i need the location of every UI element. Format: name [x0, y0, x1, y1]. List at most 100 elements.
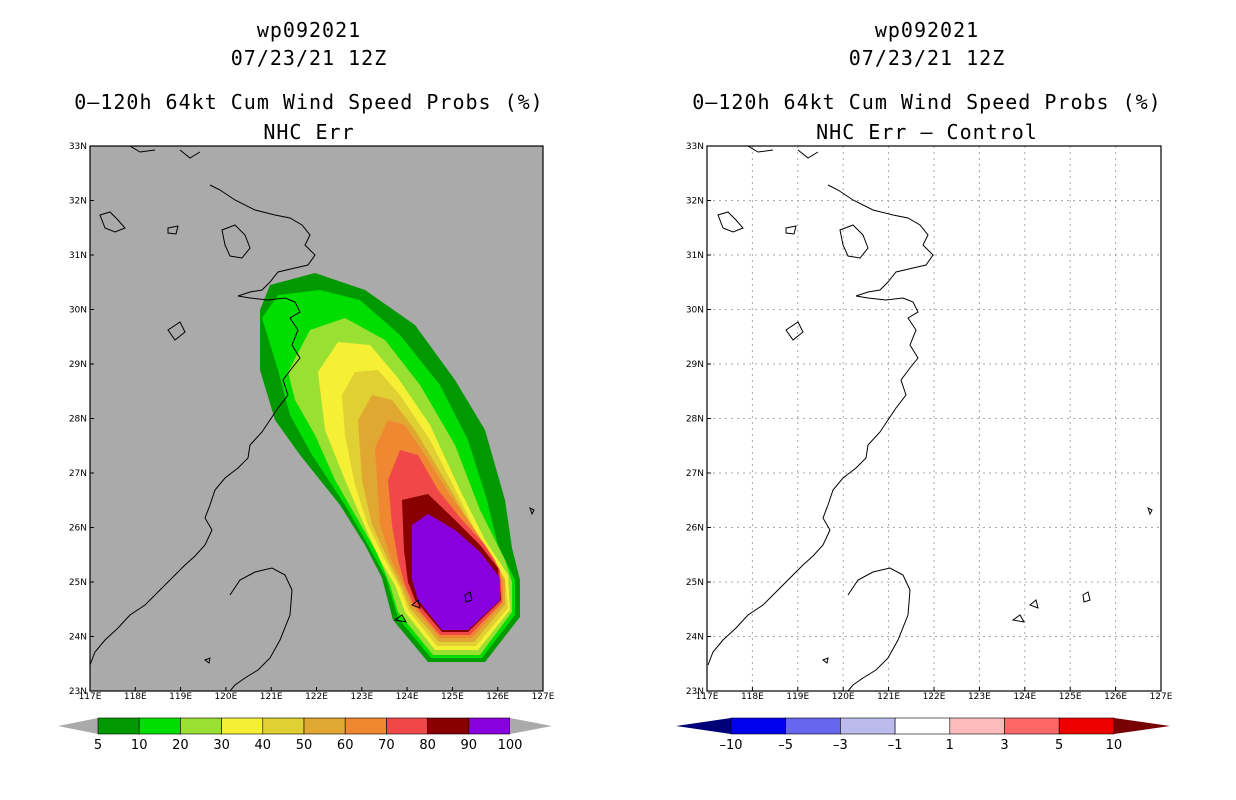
lat-tick-label: 32N [686, 197, 704, 207]
lon-tick-label: 124E [1013, 692, 1036, 702]
left-product-title: 0–120h 64kt Cum Wind Speed Probs (%) [74, 90, 544, 114]
left-storm-id: wp092021 [256, 18, 362, 42]
left-colorbar-label: 90 [461, 738, 478, 753]
lon-tick-label: 125E [1059, 692, 1082, 702]
lat-tick-label: 24N [69, 633, 87, 643]
left-colorbar-swatch [303, 717, 346, 735]
right-colorbar-label: 10 [1106, 738, 1123, 753]
lon-tick-label: 118E [124, 692, 147, 702]
left-colorbar-swatch [138, 717, 181, 735]
lat-tick-label: 32N [69, 197, 87, 207]
lon-tick-label: 123E [350, 692, 373, 702]
right-colorbar-label: 5 [1055, 738, 1063, 753]
lon-tick-label: 126E [1104, 692, 1127, 702]
right-colorbar-label: –5 [778, 738, 793, 753]
lon-tick-label: 120E [214, 692, 237, 702]
left-axis-ticks: 117E 118E 119E 120E 121E 122E 123E 124E 125E 126E… [69, 142, 555, 702]
lon-tick-label: 117E [696, 692, 719, 702]
left-colorbar-swatch [344, 717, 387, 735]
contour-90 [412, 514, 500, 630]
right-colorbar-over-arrow [1114, 718, 1170, 734]
left-colorbar-swatch [468, 717, 511, 735]
lat-tick-label: 27N [69, 469, 87, 479]
lat-tick-label: 26N [69, 524, 87, 534]
left-colorbar-under-arrow [58, 718, 98, 734]
lat-tick-label: 25N [69, 578, 87, 588]
left-colorbar-swatch [427, 717, 470, 735]
right-colorbar-swatch [840, 717, 896, 735]
right-colorbar-swatch [1058, 717, 1115, 735]
right-colorbar-label: –10 [719, 738, 742, 753]
lat-tick-label: 29N [69, 360, 87, 370]
lon-tick-label: 125E [441, 692, 464, 702]
right-colorbar-label: –3 [833, 738, 848, 753]
right-colorbar-swatch [949, 717, 1005, 735]
left-colorbar: 5 10 20 30 40 50 60 70 80 90 100 [58, 717, 552, 753]
right-colorbar-label: 1 [946, 738, 954, 753]
left-colorbar-swatch [221, 717, 264, 735]
lat-tick-label: 23N [686, 687, 704, 697]
right-date: 07/23/21 12Z [848, 46, 1006, 70]
left-colorbar-label: 70 [378, 738, 395, 753]
left-colorbar-swatch [97, 717, 140, 735]
right-colorbar-swatch [894, 717, 951, 735]
right-gridlines [707, 146, 1161, 691]
right-colorbar-swatch [785, 717, 841, 735]
lat-tick-label: 27N [686, 469, 704, 479]
right-colorbar-label: 3 [1000, 738, 1008, 753]
left-colorbar-label: 60 [337, 738, 354, 753]
right-storm-id: wp092021 [874, 18, 980, 42]
lat-tick-label: 33N [686, 142, 704, 152]
left-panel: wp092021 07/23/21 12Z 0–120h 64kt Cum Wi… [58, 18, 555, 753]
lon-tick-label: 122E [305, 692, 328, 702]
lon-tick-label: 127E [1150, 692, 1173, 702]
right-colorbar-under-arrow [676, 718, 731, 734]
left-colorbar-label: 100 [498, 738, 523, 753]
lon-tick-label: 119E [786, 692, 809, 702]
lon-tick-label: 118E [741, 692, 764, 702]
left-colorbar-label: 50 [296, 738, 313, 753]
lon-tick-label: 122E [923, 692, 946, 702]
lon-tick-label: 123E [968, 692, 991, 702]
left-colorbar-label: 30 [213, 738, 230, 753]
lat-tick-label: 26N [686, 524, 704, 534]
lat-tick-label: 28N [686, 415, 704, 425]
left-subtitle: NHC Err [263, 120, 355, 144]
left-colorbar-swatch [262, 717, 305, 735]
lat-tick-label: 24N [686, 633, 704, 643]
left-coastline [90, 146, 535, 691]
right-colorbar-swatch [1004, 717, 1060, 735]
right-product-title: 0–120h 64kt Cum Wind Speed Probs (%) [692, 90, 1162, 114]
right-colorbar-label: –1 [888, 738, 903, 753]
lat-tick-label: 33N [69, 142, 87, 152]
lat-tick-label: 23N [69, 687, 87, 697]
lat-tick-label: 25N [686, 578, 704, 588]
lon-tick-label: 119E [169, 692, 192, 702]
right-map-svg: 117E 118E 119E 120E 121E 122E 123E 124E 125E 126E… [676, 142, 1173, 753]
lon-tick-label: 117E [79, 692, 102, 702]
right-subtitle: NHC Err – Control [816, 120, 1038, 144]
right-colorbar-swatch [730, 717, 787, 735]
lat-tick-label: 30N [686, 306, 704, 316]
right-colorbar: –10 –5 –3 –1 1 3 5 10 [676, 717, 1170, 753]
left-colorbar-swatch [386, 717, 428, 735]
left-colorbar-swatch [180, 717, 222, 735]
lon-tick-label: 127E [532, 692, 555, 702]
lon-tick-label: 121E [260, 692, 283, 702]
lat-tick-label: 28N [69, 415, 87, 425]
lon-tick-label: 120E [832, 692, 855, 702]
left-date: 07/23/21 12Z [230, 46, 388, 70]
right-axis-ticks: 117E 118E 119E 120E 121E 122E 123E 124E 125E 126E… [686, 142, 1173, 702]
left-probability-contours [260, 273, 520, 662]
left-colorbar-label: 10 [131, 738, 148, 753]
right-panel: wp092021 07/23/21 12Z 0–120h 64kt Cum Wi… [618, 0, 1236, 800]
lat-tick-label: 31N [686, 251, 704, 261]
lat-tick-label: 30N [69, 306, 87, 316]
lat-tick-label: 29N [686, 360, 704, 370]
right-coastline [707, 146, 1153, 691]
left-colorbar-label: 40 [255, 738, 272, 753]
left-map-svg: 117E 118E 119E 120E 121E 122E 123E 124E 125E 126E… [58, 142, 555, 753]
left-colorbar-label: 80 [419, 738, 436, 753]
left-colorbar-label: 20 [172, 738, 189, 753]
left-colorbar-over-arrow [510, 718, 552, 734]
